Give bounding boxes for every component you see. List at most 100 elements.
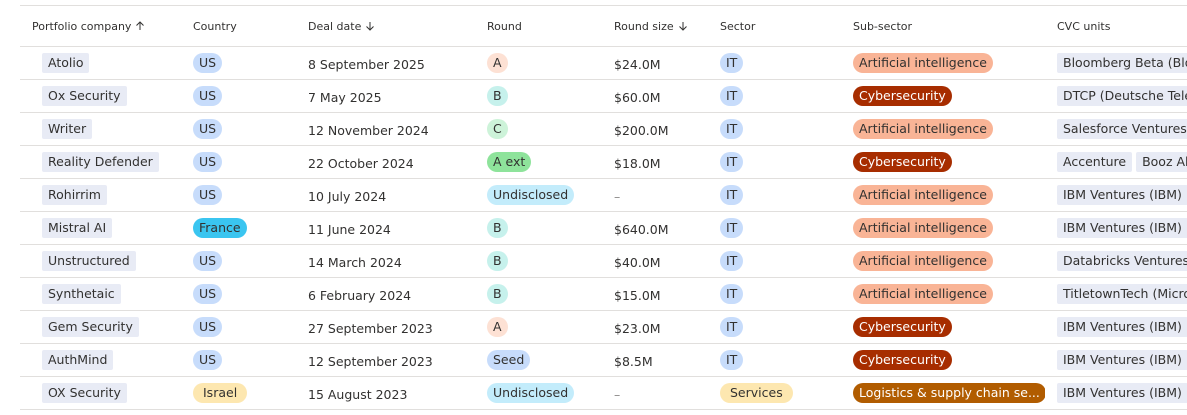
table-cell: Mistral AI bbox=[20, 211, 181, 245]
table-row[interactable]: Synthetaic US 6 February 2024 B $15.0M IT Arti… bbox=[20, 277, 1187, 311]
country-tag: Israel bbox=[193, 383, 248, 403]
table-cell: IT bbox=[708, 343, 841, 377]
table-cell: US bbox=[181, 277, 296, 311]
table-cell: $23.0M bbox=[602, 310, 708, 344]
table-cell: Bloomberg Beta (Blo bbox=[1045, 46, 1187, 80]
country-tag: US bbox=[193, 86, 223, 106]
table-cell: 15 August 2023 bbox=[296, 376, 475, 410]
table-row[interactable]: Ox Security US 7 May 2025 B $60.0M IT Cybersec… bbox=[20, 79, 1187, 113]
sub-sector-tag: Cybersecurity bbox=[853, 152, 952, 172]
header-cell[interactable]: Sector bbox=[708, 6, 841, 47]
deal-date: 8 September 2025 bbox=[308, 56, 425, 72]
table-row[interactable]: Unstructured US 14 March 2024 B $40.0M IT Arti… bbox=[20, 244, 1187, 278]
table-cell: US bbox=[181, 343, 296, 377]
company-tag: OX Security bbox=[42, 383, 127, 403]
table-row[interactable]: Gem Security US 27 September 2023 A $23.0M IT… bbox=[20, 310, 1187, 344]
company-tag: AuthMind bbox=[42, 350, 114, 370]
sector-tag: IT bbox=[720, 284, 744, 304]
sub-sector-tag: Artificial intelligence bbox=[853, 218, 993, 238]
table-cell: 14 March 2024 bbox=[296, 244, 475, 278]
company-tag: Atolio bbox=[42, 53, 90, 73]
table-cell: US bbox=[181, 112, 296, 146]
header-row: Portfolio company Country Deal date Roun… bbox=[20, 6, 1187, 47]
table-cell: DTCP (Deutsche Tele bbox=[1045, 79, 1187, 113]
table-cell: France bbox=[181, 211, 296, 245]
table-cell: 6 February 2024 bbox=[296, 277, 475, 311]
table-cell: A ext bbox=[475, 145, 602, 179]
table-cell: 8 September 2025 bbox=[296, 46, 475, 80]
header-cell[interactable]: Deal date bbox=[296, 6, 475, 47]
round-size: $200.0M bbox=[614, 122, 669, 138]
sector-tag: IT bbox=[720, 86, 744, 106]
table-cell: IBM Ventures (IBM) bbox=[1045, 343, 1187, 377]
sector-tag: Services bbox=[720, 383, 793, 403]
sector-tag: IT bbox=[720, 251, 744, 271]
round-tag: B bbox=[487, 86, 508, 106]
company-tag: Rohirrim bbox=[42, 185, 107, 205]
header-label: Portfolio company bbox=[32, 19, 132, 33]
sub-sector-tag: Artificial intelligence bbox=[853, 185, 993, 205]
header-cell[interactable]: CVC units bbox=[1045, 6, 1187, 47]
table-cell: US bbox=[181, 145, 296, 179]
header-label: Deal date bbox=[308, 19, 362, 33]
table-cell: $640.0M bbox=[602, 211, 708, 245]
deal-date: 12 September 2023 bbox=[308, 353, 433, 369]
sector-tag: IT bbox=[720, 119, 744, 139]
cvc-unit-tag: DTCP (Deutsche Tele bbox=[1057, 86, 1187, 106]
country-tag: US bbox=[193, 350, 223, 370]
table-cell: US bbox=[181, 310, 296, 344]
cvc-unit-tag: Accenture bbox=[1057, 152, 1133, 172]
round-tag: B bbox=[487, 251, 508, 271]
table-row[interactable]: Atolio US 8 September 2025 A $24.0M IT Artific… bbox=[20, 46, 1187, 80]
header-cell[interactable]: Sub-sector bbox=[841, 6, 1045, 47]
deal-date: 11 June 2024 bbox=[308, 221, 391, 237]
table-cell: Atolio bbox=[20, 46, 181, 80]
sub-sector-tag: Artificial intelligence bbox=[853, 284, 993, 304]
header-cell[interactable]: Round bbox=[475, 6, 602, 47]
table-cell: Artificial intelligence bbox=[841, 211, 1045, 245]
header-label: Sector bbox=[720, 19, 756, 33]
header-cell[interactable]: Round size bbox=[602, 6, 708, 47]
cvc-unit-tag: IBM Ventures (IBM) bbox=[1057, 218, 1187, 238]
table-row[interactable]: Mistral AI France 11 June 2024 B $640.0M IT Ar… bbox=[20, 211, 1187, 245]
header-cell[interactable]: Country bbox=[181, 6, 296, 47]
table-row[interactable]: Writer US 12 November 2024 C $200.0M IT Artifi… bbox=[20, 112, 1187, 146]
header-cell[interactable]: Portfolio company bbox=[20, 6, 181, 47]
table-cell: 27 September 2023 bbox=[296, 310, 475, 344]
table-row[interactable]: Reality Defender US 22 October 2024 A ext $1… bbox=[20, 145, 1187, 179]
table-row[interactable]: Rohirrim US 10 July 2024 Undisclosed – IT Arti… bbox=[20, 178, 1187, 212]
round-tag: Undisclosed bbox=[487, 185, 575, 205]
table-row[interactable]: OX Security Israel 15 August 2023 Undisclos… bbox=[20, 376, 1187, 410]
table-cell: Logistics & supply chain se... bbox=[841, 376, 1045, 410]
sort-ascending-icon bbox=[136, 20, 145, 30]
table-cell: IT bbox=[708, 112, 841, 146]
table-cell: 7 May 2025 bbox=[296, 79, 475, 113]
table-row[interactable]: AuthMind US 12 September 2023 Seed $8.5M IT Cy… bbox=[20, 343, 1187, 377]
company-tag: Mistral AI bbox=[42, 218, 113, 238]
header-label: Country bbox=[193, 19, 237, 33]
round-tag: B bbox=[487, 218, 508, 238]
table-cell: IT bbox=[708, 46, 841, 80]
sub-sector-tag: Artificial intelligence bbox=[853, 53, 993, 73]
table-cell: Cybersecurity bbox=[841, 310, 1045, 344]
table-cell: B bbox=[475, 79, 602, 113]
round-tag: Undisclosed bbox=[487, 383, 575, 403]
table-cell: IT bbox=[708, 178, 841, 212]
table-cell: Gem Security bbox=[20, 310, 181, 344]
country-tag: US bbox=[193, 53, 223, 73]
table-cell: Undisclosed bbox=[475, 178, 602, 212]
sector-tag: IT bbox=[720, 317, 744, 337]
sector-tag: IT bbox=[720, 152, 744, 172]
company-tag: Gem Security bbox=[42, 317, 139, 337]
table-cell: Cybersecurity bbox=[841, 79, 1045, 113]
deal-date: 6 February 2024 bbox=[308, 287, 412, 303]
round-size: $8.5M bbox=[614, 353, 653, 369]
deal-date: 10 July 2024 bbox=[308, 188, 387, 204]
table-cell: Seed bbox=[475, 343, 602, 377]
table-cell: 10 July 2024 bbox=[296, 178, 475, 212]
table-cell: IBM Ventures (IBM) bbox=[1045, 310, 1187, 344]
country-tag: US bbox=[193, 251, 223, 271]
table-cell: 12 September 2023 bbox=[296, 343, 475, 377]
